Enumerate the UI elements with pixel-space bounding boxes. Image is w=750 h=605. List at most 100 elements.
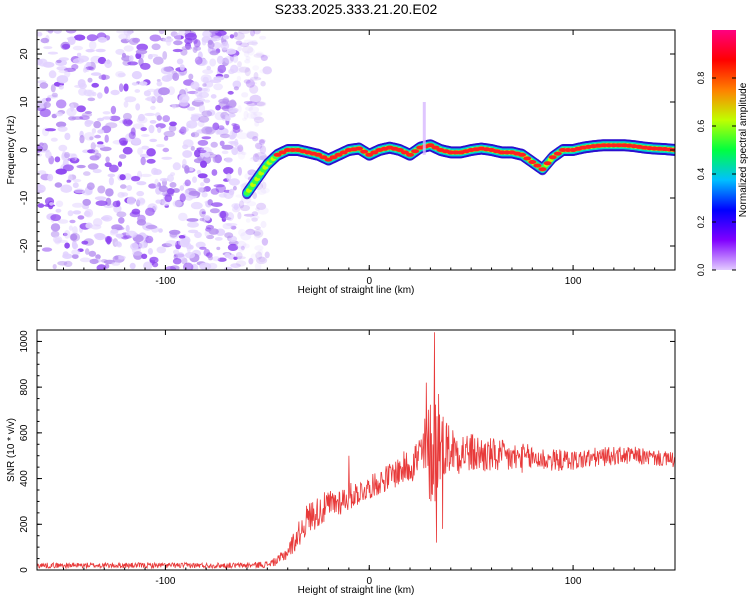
- noise-blob: [231, 123, 237, 127]
- noise-blob: [182, 139, 194, 148]
- noise-blob: [60, 184, 73, 193]
- noise-blob: [235, 260, 247, 267]
- snr-ytick-label: 400: [19, 470, 30, 487]
- noise-blob: [89, 258, 99, 265]
- noise-blob: [108, 176, 114, 186]
- snr-ytick-label: 600: [19, 424, 30, 441]
- noise-blob: [235, 251, 243, 260]
- noise-blob: [63, 67, 76, 72]
- noise-blob: [202, 30, 212, 38]
- ridge-peak-blob: [324, 157, 333, 162]
- noise-blob: [54, 182, 63, 188]
- noise-blob: [181, 45, 193, 51]
- noise-blob: [233, 256, 238, 260]
- noise-blob: [254, 101, 266, 107]
- noise-blob: [237, 42, 243, 52]
- noise-blob: [110, 229, 119, 234]
- noise-blob: [184, 165, 190, 174]
- noise-blob: [238, 66, 250, 73]
- noise-blob: [260, 187, 270, 194]
- snr-ytick-label: 1000: [19, 330, 30, 353]
- ridge-peak-blob: [538, 167, 547, 172]
- noise-blob: [162, 115, 170, 123]
- noise-blob: [104, 162, 112, 168]
- noise-blob: [140, 173, 152, 178]
- snr-frame: [36, 329, 676, 571]
- noise-blob: [195, 241, 206, 249]
- noise-blob: [167, 86, 175, 96]
- noise-blob: [245, 79, 255, 88]
- noise-blob: [137, 147, 144, 155]
- noise-blob: [246, 131, 259, 140]
- ridge-peak-blob: [528, 160, 537, 164]
- ridge-peak-blob: [319, 155, 328, 160]
- noise-blob: [58, 57, 69, 61]
- noise-blob: [162, 147, 170, 153]
- noise-blob: [97, 141, 104, 145]
- noise-blob: [55, 99, 67, 109]
- noise-blob: [87, 163, 99, 170]
- noise-blob: [209, 208, 220, 214]
- noise-blob: [85, 49, 95, 53]
- noise-blob: [79, 257, 91, 263]
- noise-blob: [262, 66, 273, 75]
- noise-blob: [123, 45, 134, 52]
- noise-blob: [121, 52, 127, 58]
- noise-blob: [254, 262, 262, 270]
- noise-blob: [97, 117, 104, 122]
- noise-blob: [180, 126, 187, 135]
- noise-blob: [163, 66, 173, 72]
- noise-blob: [247, 81, 258, 85]
- noise-blob: [164, 194, 172, 203]
- noise-blob: [44, 128, 57, 132]
- noise-blob: [107, 173, 116, 178]
- snr-ylabel: SNR (10 * v/v): [6, 418, 17, 482]
- noise-blob: [199, 217, 205, 222]
- noise-blob: [255, 101, 267, 107]
- noise-blob: [117, 72, 126, 78]
- noise-blob: [252, 136, 259, 142]
- noise-blob: [246, 201, 257, 207]
- noise-blob: [238, 200, 245, 209]
- noise-blob: [97, 185, 106, 194]
- noise-blob: [72, 58, 85, 64]
- noise-blob: [244, 172, 254, 180]
- noise-blob: [110, 89, 120, 96]
- noise-blob: [62, 164, 74, 172]
- noise-blob: [218, 193, 227, 198]
- noise-blob: [197, 186, 204, 193]
- noise-blob: [222, 35, 230, 40]
- noise-blob: [86, 182, 95, 190]
- noise-blob: [244, 59, 251, 64]
- noise-blob: [62, 43, 70, 50]
- noise-blob: [245, 228, 256, 235]
- noise-blob: [223, 74, 230, 79]
- noise-blob: [63, 229, 71, 239]
- noise-blob: [252, 153, 260, 163]
- noise-blob: [186, 218, 199, 222]
- ridge-peak-blob: [273, 152, 282, 157]
- colorbar-tick-label: 0.8: [696, 72, 706, 85]
- noise-blob: [125, 224, 130, 233]
- noise-blob: [250, 112, 258, 120]
- noise-blob: [45, 150, 52, 159]
- noise-blob: [146, 95, 159, 102]
- noise-blob: [219, 210, 227, 219]
- noise-blob: [105, 122, 118, 129]
- noise-blob: [128, 131, 136, 140]
- noise-blob: [220, 41, 230, 51]
- noise-blob: [209, 58, 217, 67]
- noise-blob: [193, 97, 206, 103]
- noise-blob: [226, 173, 232, 182]
- noise-blob: [41, 142, 48, 151]
- noise-blob: [117, 255, 126, 260]
- noise-blob: [205, 224, 214, 230]
- noise-blob: [255, 251, 263, 260]
- noise-blob: [41, 247, 53, 252]
- noise-blob: [118, 154, 127, 159]
- noise-blob: [236, 75, 242, 82]
- noise-blob: [199, 262, 212, 270]
- noise-blob: [221, 217, 227, 222]
- noise-blob: [146, 158, 156, 164]
- noise-blob: [72, 178, 82, 183]
